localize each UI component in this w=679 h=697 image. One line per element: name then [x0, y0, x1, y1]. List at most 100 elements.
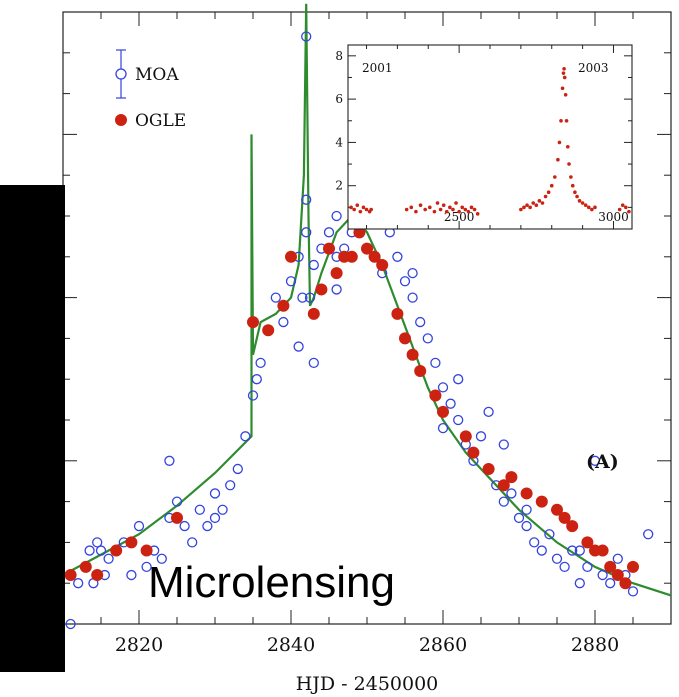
legend-ogle-marker	[115, 114, 127, 126]
inset-ogle-point	[349, 205, 353, 210]
moa-point	[498, 496, 509, 507]
ogle-point	[611, 569, 624, 582]
inset-ogle-point	[553, 175, 557, 179]
inset-ogle-point	[451, 207, 455, 212]
inset-ogle-point	[565, 144, 570, 149]
overlay-caption: Microlensing	[148, 558, 395, 607]
moa-point	[521, 504, 532, 515]
moa-point	[73, 578, 84, 589]
inset-ogle-point	[435, 201, 440, 205]
ogle-point	[285, 250, 297, 263]
moa-point	[308, 259, 319, 271]
ogle-point	[459, 430, 472, 443]
moa-point	[331, 284, 342, 295]
moa-point	[529, 537, 540, 548]
ogle-point	[619, 577, 632, 590]
moa-point	[84, 545, 95, 556]
moa-point	[597, 569, 608, 581]
inset-ogle-point	[620, 203, 625, 207]
inset-ogle-point	[580, 201, 585, 205]
moa-point	[103, 553, 114, 564]
inset-ogle-point	[418, 203, 423, 207]
inset-chart: 2500 3000 2 4 6 8 2001 2003	[335, 44, 633, 230]
inset-ogle-point	[627, 209, 631, 214]
ogle-point	[262, 324, 275, 337]
inset-ogle-point	[575, 194, 579, 199]
moa-point	[251, 374, 262, 385]
inset-annotation-2003: 2003	[578, 61, 609, 75]
inset-ogle-point	[454, 201, 458, 205]
moa-point	[304, 292, 316, 303]
main-ticks	[62, 11, 672, 624]
x-axis-label: HJD - 2450000	[296, 673, 439, 695]
inset-ogle-point	[364, 207, 369, 212]
inset-ogle-point	[543, 194, 548, 199]
inset-ogle-point	[562, 75, 567, 80]
inset-ogle-point	[590, 207, 594, 212]
ogle-point	[171, 511, 183, 524]
moa-point	[285, 276, 297, 287]
inset-ogle-point	[567, 162, 571, 166]
moa-point	[643, 529, 654, 540]
inset-ogle-point	[573, 190, 577, 194]
inset-ogle-point	[617, 207, 622, 212]
inset-ogle-point	[560, 86, 565, 91]
ogle-point	[604, 560, 617, 573]
ogle-point	[277, 299, 290, 312]
inset-ogle-point	[369, 207, 373, 212]
ogle-point	[376, 258, 389, 271]
ogle-point	[535, 495, 548, 508]
moa-point	[453, 374, 464, 385]
ogle-point	[315, 283, 328, 296]
ogle-point	[79, 560, 92, 573]
moa-point	[407, 292, 418, 303]
inset-ogle-point	[358, 209, 363, 214]
ogle-point	[91, 569, 104, 582]
moa-point	[513, 512, 525, 524]
ogle-point	[429, 389, 442, 402]
moa-point	[156, 553, 167, 564]
inset-ogle-point	[557, 140, 562, 145]
legend-moa-label: MOA	[135, 65, 179, 85]
moa-point	[521, 520, 532, 532]
moa-point	[301, 227, 312, 238]
moa-point	[297, 292, 308, 303]
ogle-point	[566, 520, 579, 533]
inset-ogle-point	[414, 209, 418, 214]
ogle-point	[505, 471, 518, 484]
inset-ogle-point	[355, 203, 360, 207]
ogle-point	[497, 479, 510, 492]
ogle-point	[467, 446, 480, 459]
inset-ogle-point	[522, 205, 526, 210]
moa-point	[209, 512, 221, 524]
ogle-point	[125, 536, 138, 549]
inset-annotation-2001: 2001	[362, 61, 393, 75]
inset-ogle-point	[593, 205, 597, 210]
inset-ogle-point	[361, 205, 366, 210]
moa-point	[240, 431, 251, 442]
inset-ogle-point	[444, 209, 449, 214]
legend-ogle-label: OGLE	[135, 111, 186, 131]
moa-point	[605, 578, 616, 589]
ogle-point	[323, 242, 335, 255]
inset-ogle-point	[469, 205, 474, 210]
inset-x-tick-label: 2500	[444, 210, 475, 224]
inset-tick-labels: 2500 3000 2 4 6 8	[335, 49, 628, 224]
legend-moa-marker	[115, 68, 127, 80]
ogle-point	[64, 569, 77, 582]
panel-label: (A)	[586, 451, 619, 473]
inset-ogle-point	[409, 205, 414, 210]
inset-x-tick-label: 3000	[598, 210, 629, 224]
moa-point	[65, 618, 76, 630]
moa-point	[574, 578, 585, 589]
inset-y-tick-label: 2	[335, 179, 343, 193]
inset-ogle-point	[570, 183, 575, 188]
inset-ogle-point	[528, 205, 532, 210]
inset-ogle-point	[537, 199, 542, 203]
inset-ogle-point	[563, 92, 568, 97]
moa-point	[187, 537, 198, 548]
inset-ogle-point	[577, 199, 582, 203]
inset-ogle-point	[432, 209, 437, 214]
inset-ogle-point	[404, 207, 409, 212]
